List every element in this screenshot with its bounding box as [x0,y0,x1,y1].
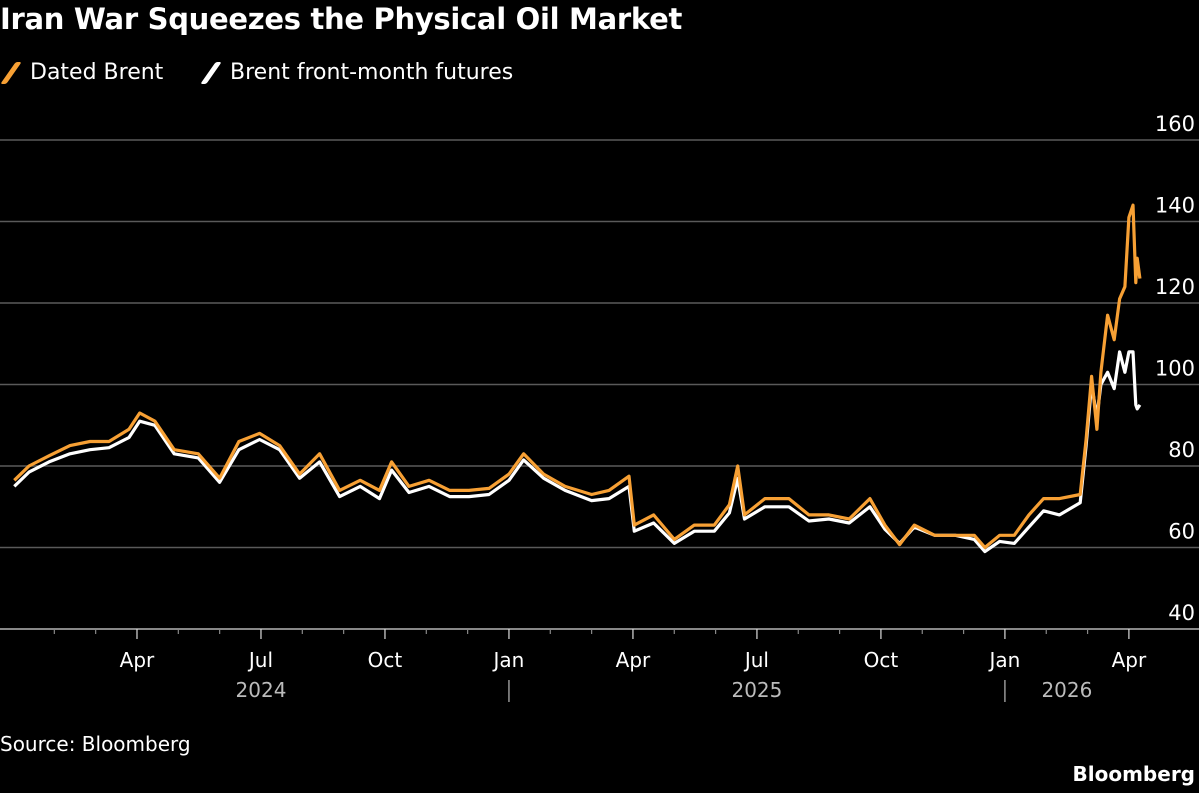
legend-label: Brent front-month futures [230,60,514,85]
y-tick-label: 100 [1155,357,1195,381]
y-tick-label: 160 [1155,112,1195,136]
legend-label: Dated Brent [30,60,164,85]
x-tick-label: Jul [247,648,273,672]
year-label: 2025 [731,678,782,702]
year-label: 2026 [1041,678,1092,702]
legend-item-brent-futures: Brent front-month futures [200,60,514,85]
legend-item-dated-brent: Dated Brent [0,60,164,85]
x-tick-label: Oct [368,648,403,672]
bloomberg-logo: Bloomberg [1072,762,1195,786]
x-tick-label: Apr [120,648,155,672]
y-tick-label: 140 [1155,194,1195,218]
source-note: Source: Bloomberg [0,732,191,756]
y-tick-label: 120 [1155,275,1195,299]
x-tick-label: Oct [864,648,899,672]
x-tick-label: Apr [616,648,651,672]
series-line-dated-brent [13,203,1142,550]
x-tick-label: Jan [987,648,1020,672]
y-tick-label: 40 [1168,601,1195,625]
x-tick-label: Apr [1112,648,1147,672]
x-tick-label: Jul [743,648,769,672]
year-label: 2024 [236,678,287,702]
y-tick-label: 80 [1168,438,1195,462]
chart-title: Iran War Squeezes the Physical Oil Marke… [0,2,683,36]
x-tick-label: Jan [492,648,525,672]
y-tick-label: 60 [1168,520,1195,544]
